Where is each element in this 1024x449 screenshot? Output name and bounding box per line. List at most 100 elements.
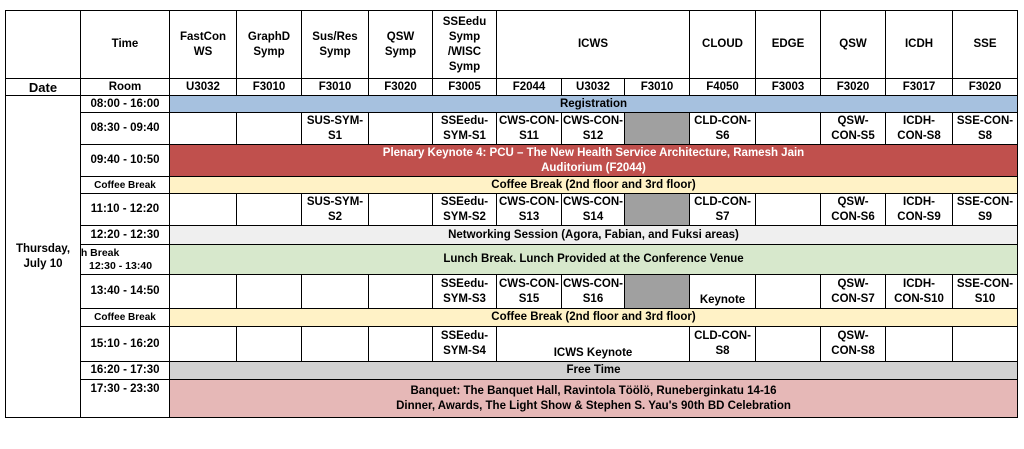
coffee-banner: Coffee Break (2nd floor and 3rd floor) xyxy=(169,176,1018,194)
banquet-row: 17:30 - 23:30 Banquet: The Banquet Hall,… xyxy=(6,379,1018,418)
empty-cell xyxy=(755,326,821,362)
empty-cell xyxy=(169,326,237,362)
session-cell: ICDH- CON-S8 xyxy=(885,112,953,145)
registration-banner: Registration xyxy=(169,95,1018,113)
empty-cell xyxy=(368,193,433,226)
track-header-susres: Sus/Res Symp xyxy=(301,10,369,79)
time-cell: 08:30 - 09:40 xyxy=(80,112,170,145)
room-icws-1: F2044 xyxy=(496,78,562,96)
session-cell: QSW- CON-S8 xyxy=(820,326,886,362)
room-cloud: F4050 xyxy=(689,78,756,96)
session-cell: SSE-CON- S10 xyxy=(952,274,1018,309)
empty-cell xyxy=(952,326,1018,362)
session-cell: ICDH- CON-S9 xyxy=(885,193,953,226)
time-cell: 09:40 - 10:50 xyxy=(80,144,170,177)
room-susres: F3010 xyxy=(301,78,369,96)
room-fastcon: U3032 xyxy=(169,78,237,96)
unused-slot xyxy=(624,193,690,226)
time-cell: 08:00 - 16:00 xyxy=(80,95,170,113)
time-cell: 16:20 - 17:30 xyxy=(80,361,170,380)
keynote-banner: Plenary Keynote 4: PCU – The New Health … xyxy=(169,144,1018,177)
registration-row: Thursday, July 10 08:00 - 16:00 Registrat… xyxy=(5,95,1018,418)
free-time-banner: Free Time xyxy=(169,361,1018,380)
date-header-spacer xyxy=(5,10,81,79)
empty-cell xyxy=(368,274,433,309)
room-graphd: F3010 xyxy=(236,78,302,96)
session-cell: CWS-CON- S14 xyxy=(561,193,625,226)
session-row-2: 11:10 - 12:20 SUS-SYM- S2 SSEedu- SYM-S2 C… xyxy=(6,193,1018,226)
session-cell: SSE-CON- S8 xyxy=(952,112,1018,145)
time-header: Time xyxy=(80,10,170,79)
session-cell: Keynote xyxy=(689,274,756,309)
session-row-3: 13:40 - 14:50 SSEedu- SYM-S3 CWS-CON- S15 … xyxy=(6,274,1018,309)
coffee-row-2: Coffee Break Coffee Break (2nd floor and… xyxy=(6,308,1018,327)
session-cell: SSEedu- SYM-S1 xyxy=(432,112,497,145)
session-cell: CWS-CON- S16 xyxy=(561,274,625,309)
empty-cell xyxy=(236,112,302,145)
empty-cell xyxy=(301,326,369,362)
session-cell: CLD-CON- S8 xyxy=(689,326,756,362)
session-cell: CWS-CON- S12 xyxy=(561,112,625,145)
time-cell: 15:10 - 16:20 xyxy=(80,326,170,362)
icws-keynote-cell: ICWS Keynote xyxy=(496,326,690,362)
session-row-1: 08:30 - 09:40 SUS-SYM- S1 SSEedu- SYM-S1 C… xyxy=(6,112,1018,145)
session-cell: SSEedu- SYM-S3 xyxy=(432,274,497,309)
empty-cell xyxy=(169,112,237,145)
date-cell: Thursday, July 10 xyxy=(5,95,81,418)
time-cell: 12:20 - 12:30 xyxy=(80,225,170,245)
empty-cell xyxy=(885,326,953,362)
session-row-4: 15:10 - 16:20 SSEedu- SYM-S4 ICWS Keynote… xyxy=(6,326,1018,362)
session-cell: ICDH- CON-S10 xyxy=(885,274,953,309)
session-cell: CWS-CON- S15 xyxy=(496,274,562,309)
lunch-banner: Lunch Break. Lunch Provided at the Confe… xyxy=(169,244,1018,275)
banquet-banner: Banquet: The Banquet Hall, Ravintola Töö… xyxy=(169,379,1018,418)
room-row: Date Room U3032 F3010 F3010 F3020 F3005 … xyxy=(5,78,1018,96)
unused-slot xyxy=(624,274,690,309)
session-cell: CWS-CON- S13 xyxy=(496,193,562,226)
empty-cell xyxy=(169,274,237,309)
room-sseedu: F3005 xyxy=(432,78,497,96)
empty-cell xyxy=(236,274,302,309)
time-cell: 17:30 - 23:30 xyxy=(80,379,170,418)
session-cell: CWS-CON- S11 xyxy=(496,112,562,145)
keynote-row: 09:40 - 10:50 Plenary Keynote 4: PCU – T… xyxy=(6,144,1018,177)
track-header-qsw-symp: QSW Symp xyxy=(368,10,433,79)
empty-cell xyxy=(236,326,302,362)
room-icws-3: F3010 xyxy=(624,78,690,96)
room-qsw-symp: F3020 xyxy=(368,78,433,96)
networking-row: 12:20 - 12:30 Networking Session (Agora,… xyxy=(6,225,1018,245)
session-cell: SSEedu- SYM-S2 xyxy=(432,193,497,226)
empty-cell xyxy=(169,193,237,226)
networking-banner: Networking Session (Agora, Fabian, and F… xyxy=(169,225,1018,245)
empty-cell xyxy=(368,112,433,145)
empty-cell xyxy=(368,326,433,362)
track-header-cloud: CLOUD xyxy=(689,10,756,79)
coffee-row-1: Coffee Break Coffee Break (2nd floor and… xyxy=(6,176,1018,194)
room-edge: F3003 xyxy=(755,78,821,96)
track-header-fastcon: FastCon WS xyxy=(169,10,237,79)
empty-cell xyxy=(236,193,302,226)
session-cell: SSEedu- SYM-S4 xyxy=(432,326,497,362)
session-cell: QSW- CON-S7 xyxy=(820,274,886,309)
track-header-icws: ICWS xyxy=(496,10,690,79)
empty-cell xyxy=(301,274,369,309)
track-header-icdh: ICDH xyxy=(885,10,953,79)
schedule-table: Time FastCon WS GraphD Symp Sus/Res Symp QS… xyxy=(5,10,1018,418)
time-cell: 11:10 - 12:20 xyxy=(80,193,170,226)
coffee-banner: Coffee Break (2nd floor and 3rd floor) xyxy=(169,308,1018,327)
session-cell: QSW- CON-S5 xyxy=(820,112,886,145)
empty-cell xyxy=(755,112,821,145)
unused-slot xyxy=(624,112,690,145)
room-icws-2: U3032 xyxy=(561,78,625,96)
session-cell: SUS-SYM- S1 xyxy=(301,112,369,145)
date-header: Date xyxy=(5,78,81,96)
session-cell: QSW- CON-S6 xyxy=(820,193,886,226)
header-row: Time FastCon WS GraphD Symp Sus/Res Symp QS… xyxy=(5,10,1018,79)
time-cell: Coffee Break xyxy=(80,308,170,327)
room-header: Room xyxy=(80,78,170,96)
session-cell: SUS-SYM- S2 xyxy=(301,193,369,226)
track-header-graphd: GraphD Symp xyxy=(236,10,302,79)
session-cell: CLD-CON- S6 xyxy=(689,112,756,145)
